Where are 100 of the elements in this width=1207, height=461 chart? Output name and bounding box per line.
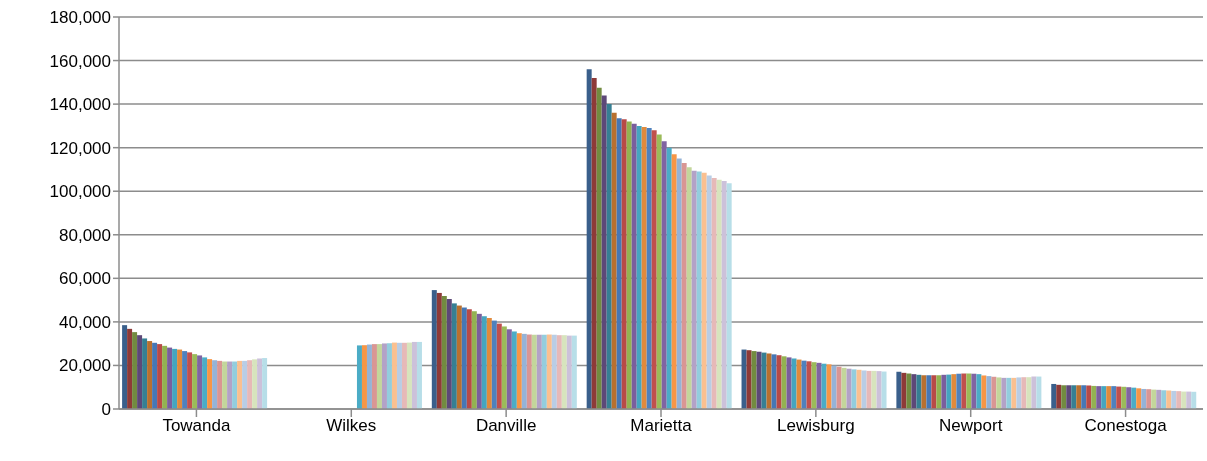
bar (1016, 377, 1022, 409)
y-tick-label: 20,000 (59, 356, 111, 376)
bar (881, 371, 887, 409)
bar (227, 361, 233, 409)
bar (132, 332, 138, 409)
x-tick-label: Newport (939, 416, 1003, 436)
bar (396, 342, 402, 409)
bar (976, 374, 982, 409)
bar (1151, 389, 1157, 409)
bar (1141, 388, 1147, 409)
bar (771, 354, 777, 409)
bar (506, 329, 512, 409)
bar (386, 343, 392, 409)
bar (826, 364, 832, 409)
bar (1076, 385, 1082, 409)
bar (1036, 376, 1042, 409)
bar (681, 162, 687, 409)
bar (1116, 386, 1122, 409)
bar (262, 358, 268, 409)
bar (556, 335, 562, 409)
bar (726, 183, 732, 409)
bar (896, 371, 902, 409)
bar (856, 369, 862, 409)
bar (616, 118, 622, 409)
bar (666, 147, 672, 409)
bar (901, 372, 907, 409)
bar (127, 328, 133, 409)
bar (257, 358, 263, 409)
bar (1126, 387, 1132, 409)
bar (411, 341, 417, 409)
bar (526, 334, 532, 409)
bar (416, 341, 422, 409)
y-tick-label: 80,000 (59, 225, 111, 245)
x-tick-label: Wilkes (326, 416, 377, 436)
bar (766, 353, 772, 409)
bar (371, 344, 377, 409)
bar (741, 349, 747, 409)
x-tick-label: Lewisburg (777, 416, 855, 436)
bar (971, 373, 977, 409)
bar (366, 344, 372, 409)
bar (836, 366, 842, 409)
bar (596, 87, 602, 409)
bar (956, 373, 962, 409)
bar (781, 356, 787, 409)
bar (861, 370, 867, 409)
bar (1186, 391, 1192, 409)
bar (936, 375, 942, 409)
bar (851, 369, 857, 409)
bar (691, 170, 697, 409)
bar (207, 359, 213, 409)
bar (1191, 391, 1197, 409)
bar (806, 361, 812, 409)
bar (122, 325, 128, 409)
x-tick-label: Towanda (162, 416, 231, 436)
bar (541, 334, 547, 409)
bar (192, 354, 198, 409)
bar (671, 154, 677, 409)
bar (871, 370, 877, 409)
bar (1101, 386, 1107, 409)
bar (931, 375, 937, 409)
bar (701, 172, 707, 409)
bar (696, 171, 702, 409)
bar (846, 368, 852, 409)
bar (841, 367, 847, 409)
bar (242, 360, 248, 409)
bar (531, 334, 537, 409)
bar (491, 320, 497, 409)
bar (646, 128, 652, 409)
bar (436, 292, 442, 409)
bar (951, 374, 957, 409)
bar (391, 342, 397, 409)
bar (716, 179, 722, 409)
bar (461, 307, 467, 409)
bar (142, 338, 148, 409)
bar (511, 331, 517, 409)
y-tick-label: 100,000 (49, 182, 111, 202)
bar (796, 359, 802, 409)
bar (476, 313, 482, 409)
bar (182, 351, 188, 409)
y-tick-label: 180,000 (49, 8, 111, 28)
bar (516, 333, 522, 409)
bar (641, 126, 647, 409)
bar (147, 341, 153, 409)
bar (756, 351, 762, 409)
bar (451, 303, 457, 409)
bar (406, 342, 412, 409)
bar (456, 305, 462, 409)
bar (381, 343, 387, 409)
bar (996, 377, 1002, 409)
bar (546, 334, 552, 409)
x-tick-label: Danville (475, 416, 537, 436)
bar (591, 77, 597, 409)
bar (1066, 385, 1072, 409)
bar (217, 360, 223, 409)
bar (252, 359, 258, 409)
bar (991, 376, 997, 409)
bar (157, 344, 163, 409)
bar (761, 352, 767, 409)
bar (1006, 377, 1012, 409)
bar (1176, 391, 1182, 409)
